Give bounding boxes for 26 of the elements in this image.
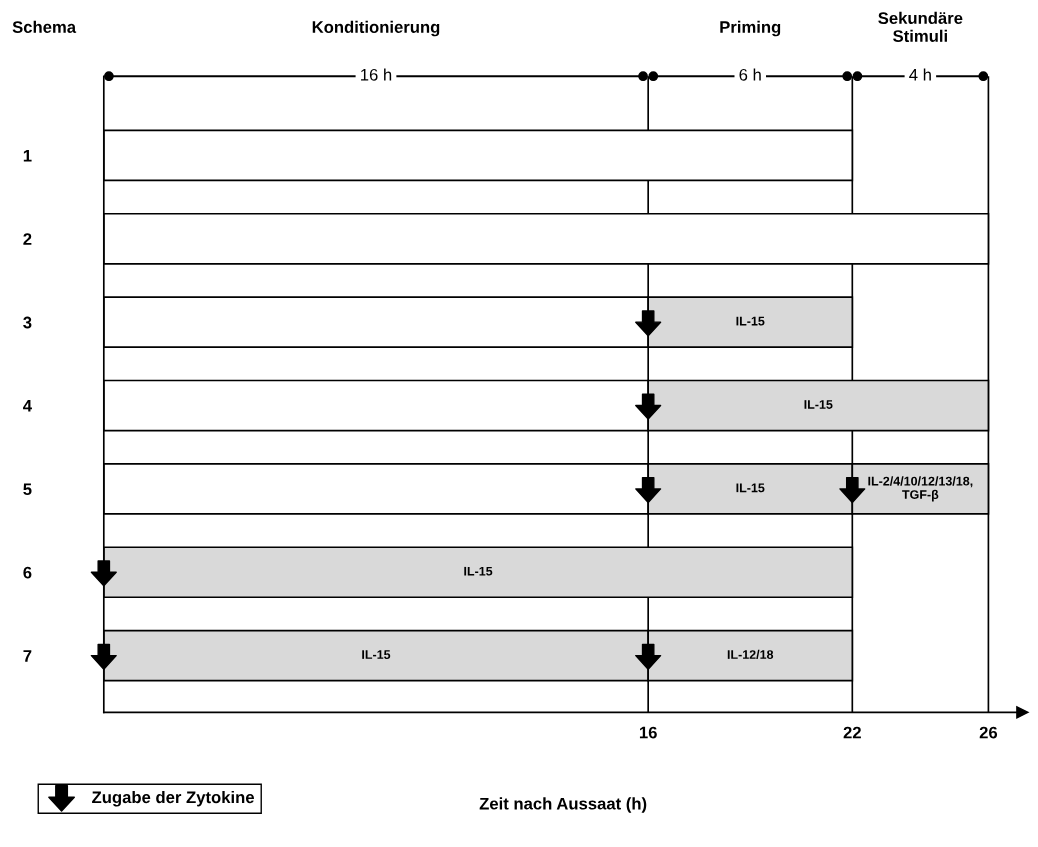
legend-label: Zugabe der Zytokine — [92, 790, 254, 807]
annotation: 6 h — [739, 68, 761, 81]
x-tick-label: 26 — [979, 726, 998, 739]
y-axis-title: Schema — [12, 20, 77, 33]
data-label: IL-15 — [736, 483, 765, 493]
data-label: IL-15 — [804, 400, 833, 409]
data-label: IL-15 — [362, 650, 391, 659]
x-tick-label: 16 — [639, 726, 657, 739]
text: Konditionierung — [312, 20, 440, 37]
y-tick-label: 7 — [23, 650, 32, 662]
data-label: IL-15 — [464, 566, 493, 576]
text: Priming — [720, 20, 781, 37]
data-label: IL-12/18 — [727, 649, 774, 660]
y-tick-label: 2 — [23, 233, 32, 245]
y-tick-label: 4 — [23, 400, 32, 412]
x-axis-title: Zeit nach Aussaat (h) — [479, 797, 647, 813]
y-tick-label: 5 — [23, 483, 32, 496]
data-label: IL-15 — [736, 316, 765, 326]
annotation: 16 h — [361, 68, 392, 81]
y-tick-label: 3 — [23, 316, 32, 329]
y-tick-label: 1 — [23, 150, 32, 162]
text: Sekundäre Stimuli — [878, 11, 963, 42]
x-tick-label: 22 — [843, 726, 861, 739]
data-label: IL-2/4/10/12/13/18, TGF-β — [868, 476, 973, 502]
y-tick-label: 6 — [23, 566, 32, 579]
annotation: 4 h — [909, 68, 931, 81]
